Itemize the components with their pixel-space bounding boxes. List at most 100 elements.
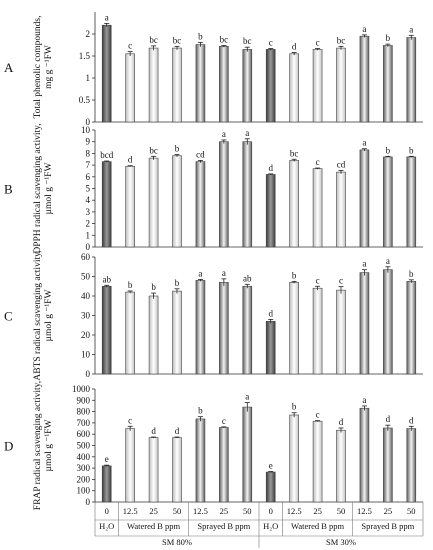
bar [219,427,229,503]
x-group-label: Watered B ppm [127,521,181,531]
bar [242,406,253,503]
significance-letter: bcd [100,150,113,160]
y-tick-label: 300 [77,463,91,473]
y-axis-title: ABTS radical scavenging activity, [33,250,43,380]
bar [265,471,276,503]
bar [148,47,159,123]
y-tick-label: 0 [86,242,91,252]
bar [312,49,323,123]
y-axis-title: µmol g ⁻¹FW [44,290,54,342]
significance-letter: bc [220,34,229,44]
x-group-label: Watered B ppm [291,521,345,531]
bar [219,282,229,375]
significance-letter: c [339,276,343,286]
bar [172,155,182,248]
significance-letter: d [409,415,414,425]
bar [101,285,112,375]
significance-letter: d [339,417,344,427]
y-tick-label: 0 [86,497,91,507]
panel-a: A Total phenolic compounds, mg g ⁻¹FW 0 0.5 1… [4,12,423,127]
significance-letter: bc [173,35,182,45]
bar [383,45,393,123]
significance-letter: c [128,415,132,425]
y-tick-label: 800 [77,407,91,417]
significance-letter: b [292,402,297,412]
bar [195,418,206,503]
bar [219,141,229,248]
bar [265,321,276,375]
bar [125,291,135,375]
bar [172,47,182,123]
y-tick-label: 6 [86,172,91,182]
y-tick-label: 1000 [72,384,91,394]
x-tick-label: 12.5 [193,506,208,516]
significance-letter: a [362,24,366,34]
significance-letter: bc [149,145,158,155]
bar [242,141,253,248]
y-tick-label: 0.5 [79,95,91,105]
y-axis-title: Total phenolic compounds, [33,15,43,118]
significance-letter: cd [337,159,346,169]
y-tick-label: 7 [86,160,91,170]
bar [219,46,229,123]
bar [242,49,253,123]
significance-letter: b [151,282,156,292]
bar [383,427,393,503]
panel-c: C ABTS radical scavenging activity, µmol g… [4,250,423,381]
significance-letter: b [175,278,180,288]
bar [289,414,299,503]
panel-letter: A [4,60,14,75]
bar [289,282,299,375]
bar [289,160,299,248]
significance-letter: d [128,155,133,165]
bar [148,295,159,375]
significance-letter: a [245,128,249,138]
y-tick-label: 8 [86,148,91,158]
bar [195,44,206,123]
significance-letter: a [362,138,366,148]
y-tick-label: 1.5 [79,51,91,61]
x-group-label: H₂O [263,521,278,531]
x-tick-label: 50 [243,506,252,516]
bar [336,171,346,248]
y-tick-label: 600 [77,429,91,439]
bar [359,35,370,123]
bar [101,161,112,248]
y-tick-label: 5 [86,184,91,194]
x-tick-label: 0 [105,506,109,516]
bar [195,161,206,248]
significance-letter: a [362,395,366,405]
significance-letter: ab [243,273,252,283]
significance-letter: a [386,256,390,266]
significance-letter: b [386,33,391,43]
significance-letter: a [222,268,226,278]
bar [125,428,135,503]
bar [148,437,159,503]
x-group-label: Sprayed B ppm [197,521,250,531]
significance-letter: b [198,31,203,41]
significance-letter: bc [243,36,252,46]
x-tick-label: 25 [149,506,158,516]
significance-letter: b [409,269,414,279]
bar [312,420,323,503]
y-axis-title: µmol g ⁻¹FW [44,420,54,472]
y-tick-label: 9 [86,137,91,147]
bar [406,156,417,248]
y-tick-label: 60 [81,252,91,262]
x-tick-label: 50 [407,506,416,516]
significance-letter: c [128,41,132,51]
significance-letter: d [268,308,273,318]
significance-letter: c [316,275,320,285]
bar [406,37,417,123]
significance-letter: d [151,426,156,436]
bar [101,24,112,123]
x-tick-label: 25 [220,506,229,516]
significance-letter: d [268,163,273,173]
bar [312,287,323,375]
significance-letter: c [316,157,320,167]
bar [148,157,159,248]
x-axis-labels: 0 12.5 25 50 12.5 25 50 0 12.5 25 50 12.5 25 50 H₂O Wat… [94,502,424,548]
y-tick-label: 100 [77,486,91,496]
bar [172,437,182,503]
